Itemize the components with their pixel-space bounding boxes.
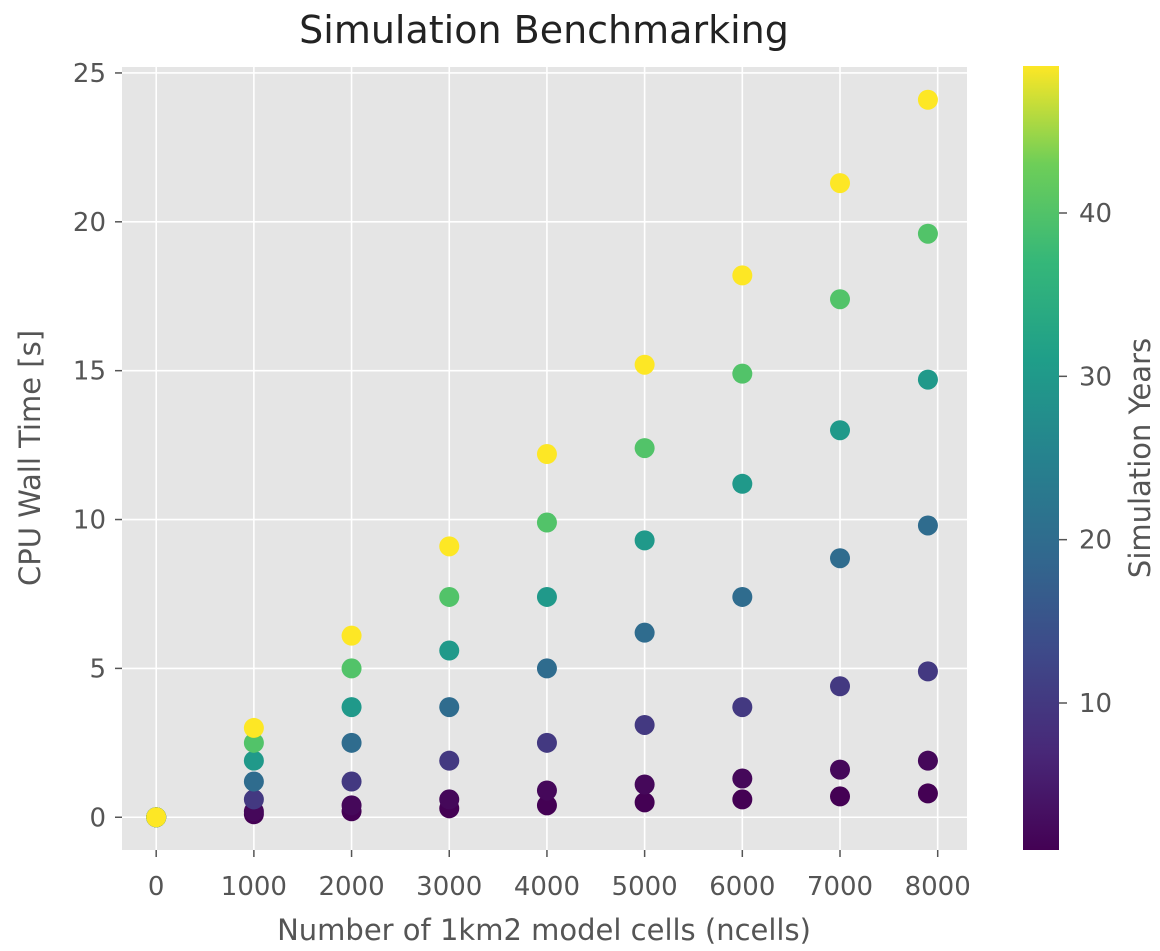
colorbar [1023,66,1059,850]
scatter-point [917,783,938,804]
scatter-point [732,789,753,810]
scatter-point [536,795,557,816]
colorbar-label: Simulation Years [1123,338,1157,578]
y-tick-label: 15 [73,357,106,387]
scatter-point [732,586,753,607]
colorbar-ticks: 10 20 30 40 [1059,199,1112,719]
scatter-point [146,807,167,828]
scatter-point [341,795,362,816]
y-tick-label: 20 [73,208,106,238]
scatter-point [536,512,557,533]
x-axis-label: Number of 1km2 model cells (ncells) [277,913,811,947]
scatter-point [732,363,753,384]
scatter-point [634,774,655,795]
y-tick-label: 0 [89,803,106,833]
scatter-point [341,658,362,679]
x-gridlines [155,67,939,850]
x-tick-label: 5000 [612,872,678,902]
scatter-point [243,789,264,810]
scatter-point [830,786,851,807]
colorbar-tick-label: 40 [1079,199,1112,229]
scatter-point [634,354,655,375]
scatter-point [830,173,851,194]
scatter-point [917,89,938,110]
x-tick-label: 0 [148,872,165,902]
scatter-point [341,771,362,792]
x-tick-label: 7000 [807,872,873,902]
scatter-point [341,732,362,753]
colorbar-tick-label: 10 [1079,689,1112,719]
scatter-point [634,622,655,643]
scatter-point [830,759,851,780]
x-tick-label: 1000 [221,872,287,902]
scatter-point [243,717,264,738]
scatter-point [439,697,460,718]
scatter-point [732,697,753,718]
scatter-point [536,586,557,607]
scatter-point [536,780,557,801]
y-axis-label: CPU Wall Time [s] [13,330,47,586]
scatter-point [439,586,460,607]
scatter-point [634,714,655,735]
x-tick-label: 4000 [514,872,580,902]
x-tick-label: 8000 [905,872,971,902]
x-tick-label: 3000 [416,872,482,902]
chart-title: Simulation Benchmarking [299,8,789,52]
y-tick-label: 25 [73,59,106,89]
scatter-point [830,676,851,697]
x-tick-label: 6000 [709,872,775,902]
scatter-point [439,536,460,557]
scatter-point [341,625,362,646]
scatter-point [243,771,264,792]
scatter-point [917,223,938,244]
scatter-point [439,789,460,810]
scatter-point [243,750,264,771]
scatter-point [732,473,753,494]
colorbar-tick-label: 30 [1079,362,1112,392]
scatter-point [439,640,460,661]
y-tick-label: 5 [89,654,106,684]
scatter-point [917,661,938,682]
scatter-point [917,515,938,536]
scatter-points [146,89,938,828]
x-axis-ticks: 0 1000 2000 3000 4000 5000 6000 7000 8000 [148,850,971,902]
scatter-point [341,697,362,718]
scatter-point [830,548,851,569]
scatter-point [830,420,851,441]
y-tick-label: 10 [73,506,106,536]
scatter-point [917,750,938,771]
colorbar-tick-label: 20 [1079,526,1112,556]
scatter-point [732,265,753,286]
scatter-point [634,530,655,551]
scatter-point [830,289,851,310]
scatter-point [536,658,557,679]
scatter-point [536,444,557,465]
scatter-point [634,792,655,813]
scatter-point [917,369,938,390]
scatter-point [243,732,264,753]
scatter-point [439,750,460,771]
scatter-point [536,732,557,753]
y-axis-ticks: 0 5 10 15 20 25 [73,59,122,833]
x-tick-label: 2000 [318,872,384,902]
scatter-point [732,768,753,789]
scatter-point [634,438,655,459]
